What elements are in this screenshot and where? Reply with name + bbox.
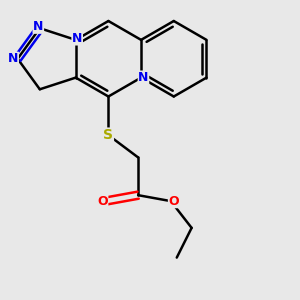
Text: O: O [97, 195, 108, 208]
Text: O: O [169, 195, 179, 208]
Text: N: N [8, 52, 18, 65]
Text: N: N [33, 20, 44, 33]
Text: N: N [138, 71, 149, 84]
Text: S: S [103, 128, 113, 142]
Text: N: N [72, 32, 83, 45]
